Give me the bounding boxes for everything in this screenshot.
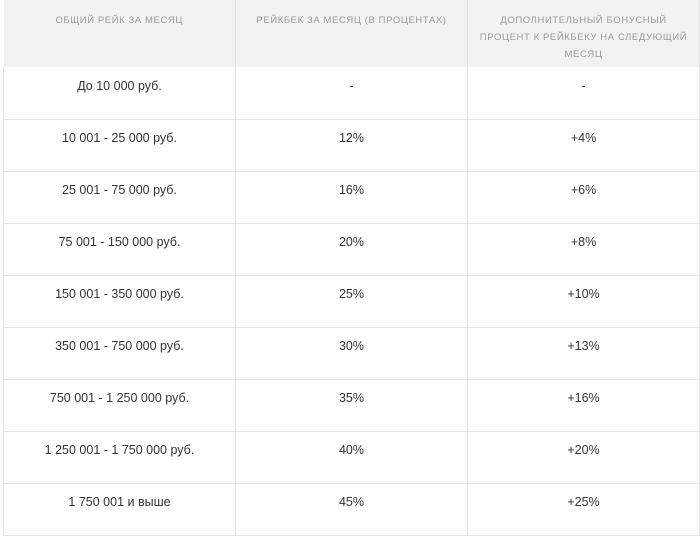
header-monthly-rake: ОБЩИЙ РЕЙК ЗА МЕСЯЦ xyxy=(3,0,236,67)
rake-range-cell: 25 001 - 75 000 руб. xyxy=(3,170,236,223)
table-row: 1 750 001 и выше 45% +25% xyxy=(3,482,700,536)
bonus-cell: +25% xyxy=(467,482,700,536)
rakeback-cell: 25% xyxy=(235,274,468,327)
header-rakeback-percent: РЕЙКБЕК ЗА МЕСЯЦ (В ПРОЦЕНТАХ) xyxy=(235,0,468,67)
rake-range-cell: 75 001 - 150 000 руб. xyxy=(3,222,236,275)
rakeback-cell: 30% xyxy=(235,326,468,379)
table-row: 150 001 - 350 000 руб. 25% +10% xyxy=(3,274,700,327)
rake-range-cell: 150 001 - 350 000 руб. xyxy=(3,274,236,327)
rakeback-table: ОБЩИЙ РЕЙК ЗА МЕСЯЦ РЕЙКБЕК ЗА МЕСЯЦ (В … xyxy=(3,0,700,536)
rake-range-cell: До 10 000 руб. xyxy=(3,67,236,119)
header-bonus-percent: ДОПОЛНИТЕЛЬНЫЙ БОНУСНЫЙ ПРОЦЕНТ К РЕЙКБЕ… xyxy=(467,0,700,67)
rake-range-cell: 750 001 - 1 250 000 руб. xyxy=(3,378,236,431)
table-header: ОБЩИЙ РЕЙК ЗА МЕСЯЦ РЕЙКБЕК ЗА МЕСЯЦ (В … xyxy=(3,0,700,67)
bonus-cell: +10% xyxy=(467,274,700,327)
table-row: 750 001 - 1 250 000 руб. 35% +16% xyxy=(3,378,700,431)
bonus-cell: +4% xyxy=(467,118,700,171)
rakeback-cell: 12% xyxy=(235,118,468,171)
table-header-row: ОБЩИЙ РЕЙК ЗА МЕСЯЦ РЕЙКБЕК ЗА МЕСЯЦ (В … xyxy=(3,0,700,67)
rakeback-cell: 40% xyxy=(235,430,468,483)
bonus-cell: - xyxy=(467,67,700,119)
rakeback-cell: 35% xyxy=(235,378,468,431)
rake-range-cell: 10 001 - 25 000 руб. xyxy=(3,118,236,171)
rake-range-cell: 350 001 - 750 000 руб. xyxy=(3,326,236,379)
rakeback-cell: 16% xyxy=(235,170,468,223)
table-row: 25 001 - 75 000 руб. 16% +6% xyxy=(3,170,700,223)
bonus-cell: +6% xyxy=(467,170,700,223)
bonus-cell: +13% xyxy=(467,326,700,379)
table-row: 10 001 - 25 000 руб. 12% +4% xyxy=(3,118,700,171)
table-row: 350 001 - 750 000 руб. 30% +13% xyxy=(3,326,700,379)
rake-range-cell: 1 250 001 - 1 750 000 руб. xyxy=(3,430,236,483)
rake-range-cell: 1 750 001 и выше xyxy=(3,482,236,536)
table-row: 75 001 - 150 000 руб. 20% +8% xyxy=(3,222,700,275)
rakeback-cell: 45% xyxy=(235,482,468,536)
bonus-cell: +8% xyxy=(467,222,700,275)
rakeback-cell: 20% xyxy=(235,222,468,275)
rakeback-cell: - xyxy=(235,67,468,119)
bonus-cell: +16% xyxy=(467,378,700,431)
bonus-cell: +20% xyxy=(467,430,700,483)
table-row: До 10 000 руб. - - xyxy=(3,67,700,119)
table-body: До 10 000 руб. - - 10 001 - 25 000 руб. … xyxy=(3,67,700,536)
table-row: 1 250 001 - 1 750 000 руб. 40% +20% xyxy=(3,430,700,483)
